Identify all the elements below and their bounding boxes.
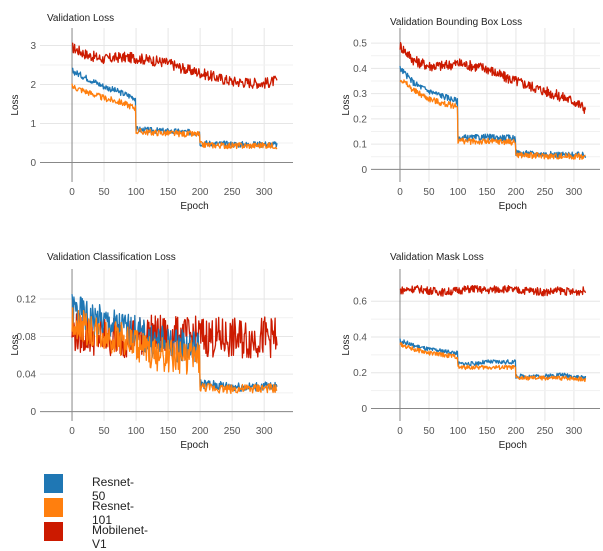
x-axis-label: Epoch xyxy=(180,201,208,212)
x-tick-label: 250 xyxy=(224,426,241,437)
x-tick-label: 250 xyxy=(224,187,241,198)
series-line-resnet-101 xyxy=(71,307,278,395)
x-tick-label: 200 xyxy=(508,426,525,437)
series-line-resnet-50 xyxy=(399,338,587,381)
x-tick-label: 50 xyxy=(98,426,110,437)
y-tick-label: 0.2 xyxy=(353,368,367,379)
series-line-resnet-101 xyxy=(399,341,587,383)
x-axis-label: Epoch xyxy=(499,440,527,451)
x-tick-label: 100 xyxy=(128,187,145,198)
x-tick-label: 150 xyxy=(479,426,496,437)
y-tick-label: 0 xyxy=(30,158,36,169)
x-tick-label: 150 xyxy=(160,426,177,437)
y-tick-label: 3 xyxy=(30,41,36,52)
x-tick-label: 150 xyxy=(479,187,496,198)
y-axis-label: Loss xyxy=(341,334,352,355)
x-tick-label: 0 xyxy=(397,187,403,198)
y-tick-label: 0.2 xyxy=(353,114,367,125)
y-tick-label: 0.4 xyxy=(353,64,367,75)
x-tick-label: 0 xyxy=(69,426,75,437)
y-tick-label: 0.3 xyxy=(353,89,367,100)
x-tick-label: 300 xyxy=(566,187,583,198)
x-tick-label: 100 xyxy=(450,187,467,198)
x-tick-label: 200 xyxy=(508,187,525,198)
chart-title: Validation Mask Loss xyxy=(390,252,484,263)
y-tick-label: 0 xyxy=(361,404,367,415)
chart-title: Validation Loss xyxy=(47,13,114,24)
y-tick-label: 0 xyxy=(361,165,367,176)
legend-label-resnet-50: Resnet-50 xyxy=(92,475,135,503)
x-tick-label: 150 xyxy=(160,187,177,198)
y-tick-label: 0.04 xyxy=(17,370,37,381)
x-tick-label: 0 xyxy=(397,426,403,437)
series-line-resnet-50 xyxy=(399,65,587,159)
x-tick-label: 200 xyxy=(192,187,209,198)
x-tick-label: 300 xyxy=(256,426,273,437)
x-tick-label: 50 xyxy=(423,426,435,437)
x-tick-label: 50 xyxy=(423,187,435,198)
y-axis-label: Loss xyxy=(10,334,21,355)
x-tick-label: 250 xyxy=(537,187,554,198)
y-tick-label: 0.08 xyxy=(17,332,37,343)
legend-swatch-resnet-101 xyxy=(44,498,63,517)
series-line-resnet-50 xyxy=(71,67,278,148)
series-line-resnet-101 xyxy=(71,83,278,150)
chart-panel-2: 0 50 100 150 200 250 300 0 0.1 0.2 0.3 0.4 0.5 Valida… xyxy=(341,17,600,212)
legend-swatch-resnet-50 xyxy=(44,474,63,493)
legend-swatch-mobilenet-v1 xyxy=(44,522,63,541)
chart-panel-1: 0 50 100 150 200 250 300 0 1 2 3 Validation Loss Epo… xyxy=(10,13,293,212)
series-line-mobilenet-v1 xyxy=(72,42,278,90)
legend-label-resnet-101: Resnet-101 xyxy=(92,499,135,527)
x-axis-label: Epoch xyxy=(499,201,527,212)
x-tick-label: 50 xyxy=(98,187,110,198)
y-tick-label: 1 xyxy=(30,119,36,130)
x-tick-label: 100 xyxy=(450,426,467,437)
series-line-mobilenet-v1 xyxy=(71,313,278,359)
series-line-mobilenet-v1 xyxy=(399,42,587,114)
chart-panel-4: 0 50 100 150 200 250 300 0 0.2 0.4 0.6 Validation M… xyxy=(341,252,600,451)
y-tick-label: 0.12 xyxy=(17,295,37,306)
x-axis-label: Epoch xyxy=(180,440,208,451)
x-tick-label: 100 xyxy=(128,426,145,437)
y-tick-label: 0.4 xyxy=(353,332,367,343)
chart-panel-3: 0 50 100 150 200 250 300 0 0.04 0.08 0.12 Validatio… xyxy=(10,252,293,451)
chart-title: Validation Bounding Box Loss xyxy=(390,17,522,28)
x-tick-label: 300 xyxy=(256,187,273,198)
x-tick-label: 0 xyxy=(69,187,75,198)
y-axis-label: Loss xyxy=(341,94,352,115)
series-line-mobilenet-v1 xyxy=(399,284,587,297)
y-axis-label: Loss xyxy=(10,94,21,115)
chart-title: Validation Classification Loss xyxy=(47,252,176,263)
y-tick-label: 2 xyxy=(30,80,36,91)
legend-label-mobilenet-v1: Mobilenet-V1 xyxy=(92,523,149,551)
y-tick-label: 0.6 xyxy=(353,297,367,308)
y-tick-label: 0.1 xyxy=(353,140,367,151)
x-tick-label: 300 xyxy=(566,426,583,437)
y-tick-label: 0.5 xyxy=(353,39,367,50)
x-tick-label: 200 xyxy=(192,426,209,437)
y-tick-label: 0 xyxy=(30,407,36,418)
series-line-resnet-101 xyxy=(399,79,586,161)
x-tick-label: 250 xyxy=(537,426,554,437)
